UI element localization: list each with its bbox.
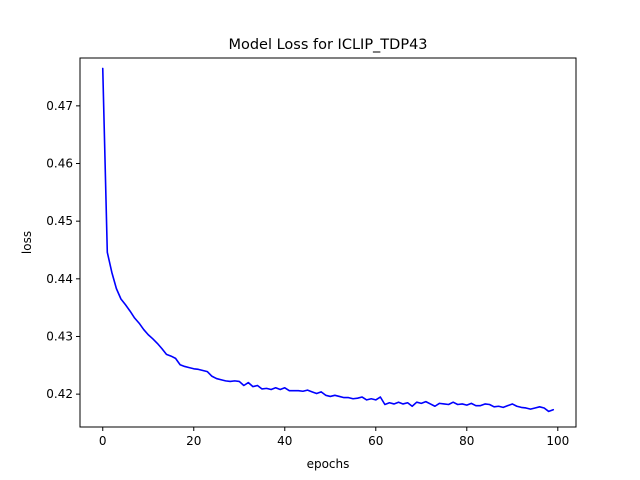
x-tick-label: 0 [99,434,107,448]
x-tick-label: 100 [546,434,569,448]
x-tick-label: 20 [186,434,201,448]
y-tick-label: 0.44 [46,272,73,286]
x-tick-label: 80 [459,434,474,448]
x-tick-label: 40 [277,434,292,448]
plot-layer [101,67,555,413]
y-axis-label: loss [20,231,34,254]
plot-frame [79,57,577,428]
x-axis-label: epochs [307,457,350,471]
x-tick-label: 60 [368,434,383,448]
y-tick-label: 0.46 [46,157,73,171]
chart-title: Model Loss for ICLIP_TDP43 [228,37,427,53]
loss-series-line [101,67,555,413]
y-tick-label: 0.47 [46,99,73,113]
y-tick-label: 0.43 [46,329,73,343]
y-tick-label: 0.45 [46,214,73,228]
ticks-layer: 0 20 40 60 80 100 0.42 0.43 0.44 0.45 0.46 0.47 [46,99,569,448]
y-tick-label: 0.42 [46,387,73,401]
